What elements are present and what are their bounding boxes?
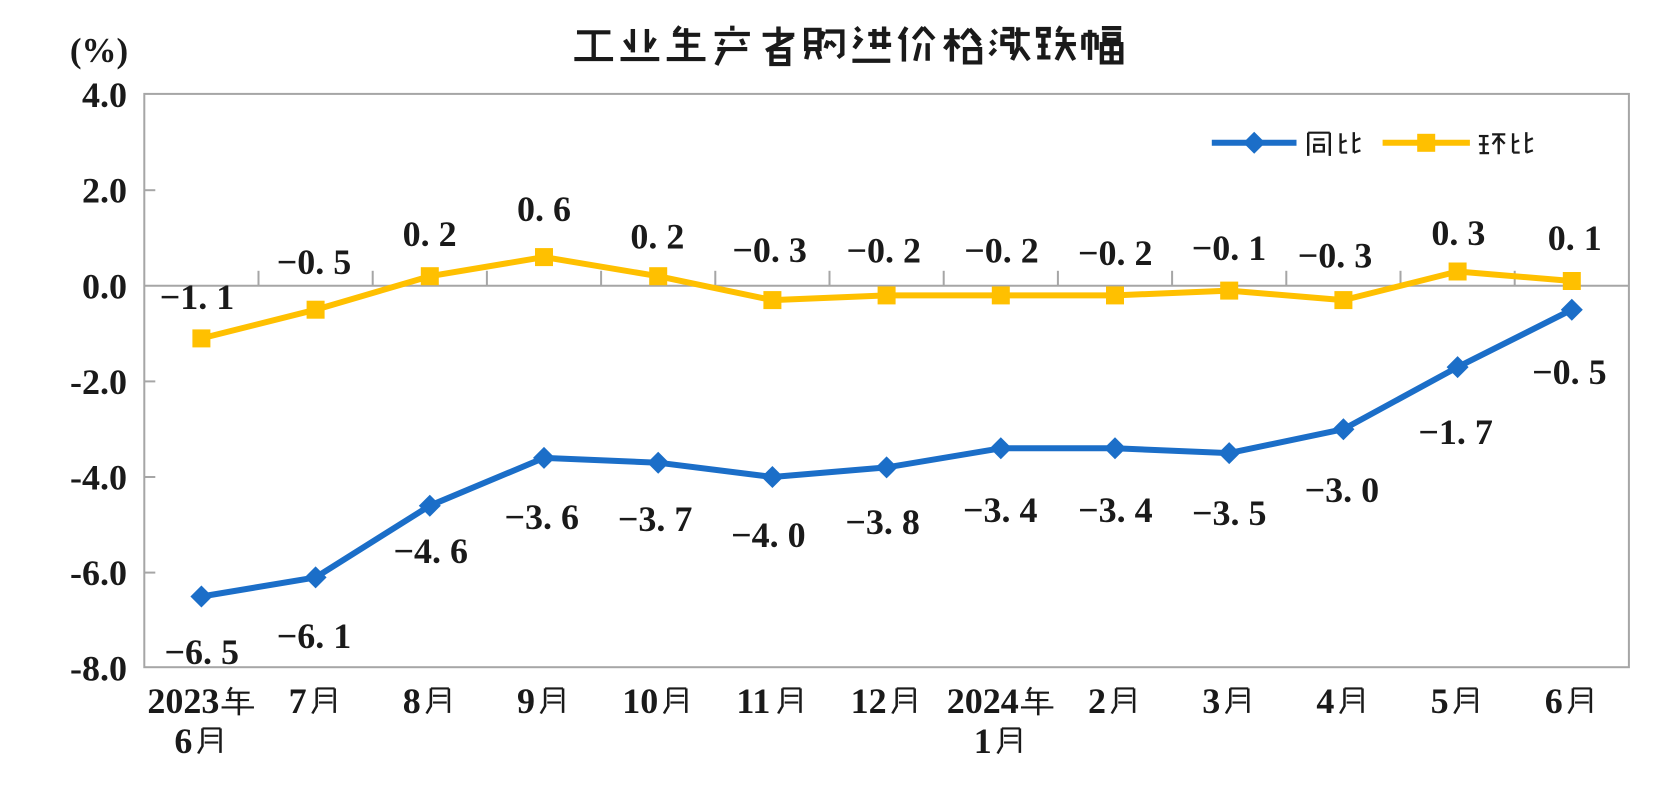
svg-text:−0. 5: −0. 5 [1532, 352, 1607, 392]
svg-text:−6. 1: −6. 1 [277, 616, 352, 656]
svg-text:−3. 4: −3. 4 [963, 490, 1038, 530]
svg-text:−4. 0: −4. 0 [731, 515, 806, 555]
svg-text:3: 3 [1202, 681, 1220, 721]
svg-text:−0. 2: −0. 2 [1078, 233, 1153, 273]
svg-text:−3. 8: −3. 8 [845, 502, 920, 542]
svg-text:−0. 5: −0. 5 [277, 242, 352, 282]
svg-text:−3. 4: −3. 4 [1078, 490, 1153, 530]
svg-text:−4. 6: −4. 6 [394, 531, 469, 571]
svg-text:10: 10 [622, 681, 658, 721]
svg-text:6: 6 [174, 721, 192, 761]
svg-text:8: 8 [403, 681, 421, 721]
svg-text:−0. 1: −0. 1 [1192, 228, 1267, 268]
svg-text:0. 3: 0. 3 [1431, 213, 1485, 253]
svg-text:-6.0: -6.0 [70, 553, 127, 593]
svg-text:−0. 3: −0. 3 [732, 230, 807, 270]
svg-text:−1. 7: −1. 7 [1418, 412, 1493, 452]
svg-text:4.0: 4.0 [82, 75, 127, 115]
svg-text:-4.0: -4.0 [70, 458, 127, 498]
svg-text:−3. 0: −3. 0 [1305, 470, 1380, 510]
svg-text:−6. 5: −6. 5 [165, 632, 240, 672]
svg-text:−0. 3: −0. 3 [1298, 236, 1373, 276]
svg-text:−3. 7: −3. 7 [618, 499, 693, 539]
svg-text:2.0: 2.0 [82, 171, 127, 211]
svg-text:-2.0: -2.0 [70, 362, 127, 402]
svg-text:2023: 2023 [147, 681, 219, 721]
svg-text:−1. 1: −1. 1 [160, 277, 235, 317]
svg-text:6: 6 [1545, 681, 1563, 721]
svg-text:2024: 2024 [947, 681, 1019, 721]
svg-text:−0. 2: −0. 2 [847, 231, 922, 271]
svg-text:9: 9 [517, 681, 535, 721]
svg-text:4: 4 [1316, 681, 1334, 721]
svg-text:0. 6: 0. 6 [517, 189, 571, 229]
svg-text:0.0: 0.0 [82, 266, 127, 306]
svg-text:−3. 5: −3. 5 [1192, 493, 1267, 533]
svg-text:−3. 6: −3. 6 [505, 497, 580, 537]
svg-text:5: 5 [1431, 681, 1449, 721]
svg-text:7: 7 [289, 681, 307, 721]
svg-text:0. 2: 0. 2 [403, 214, 457, 254]
svg-text:2: 2 [1088, 681, 1106, 721]
svg-text:1: 1 [974, 721, 992, 761]
svg-text:(%): (%) [70, 31, 128, 70]
svg-text:11: 11 [736, 681, 770, 721]
svg-text:0. 2: 0. 2 [630, 217, 684, 257]
svg-text:0. 1: 0. 1 [1548, 218, 1602, 258]
svg-text:12: 12 [851, 681, 887, 721]
svg-text:-8.0: -8.0 [70, 649, 127, 689]
svg-text:−0. 2: −0. 2 [964, 231, 1039, 271]
